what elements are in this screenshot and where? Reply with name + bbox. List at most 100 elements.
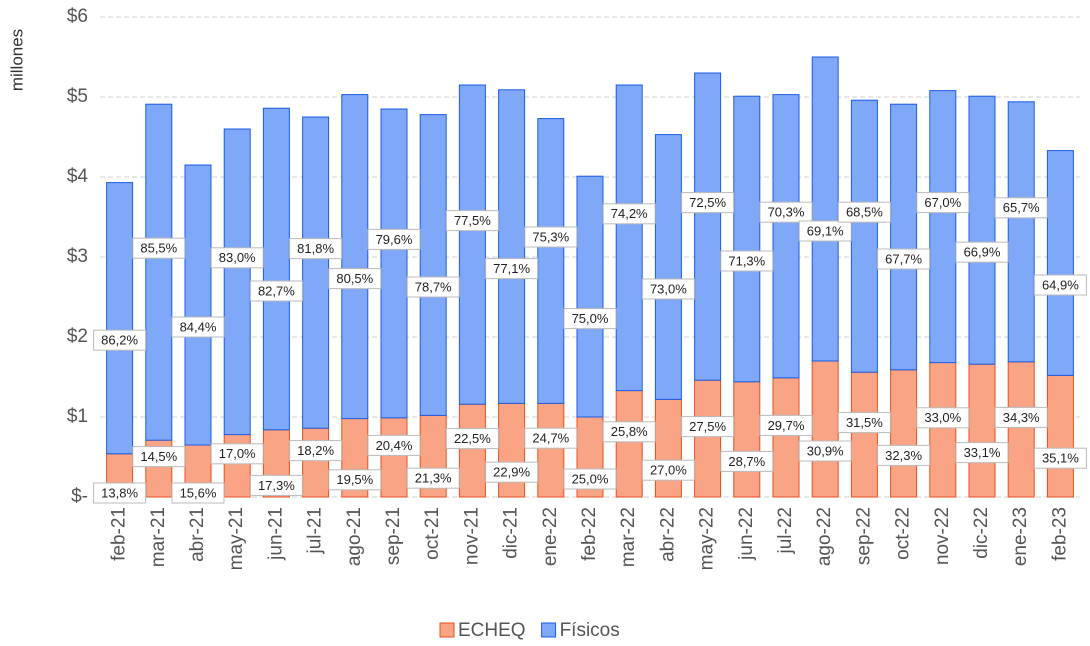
data-label-box xyxy=(289,238,343,260)
data-label-box xyxy=(445,428,499,450)
data-label-box xyxy=(524,427,578,449)
bar-segment xyxy=(106,182,134,455)
data-label-box xyxy=(367,434,421,456)
bar-segment xyxy=(772,94,800,379)
data-label: 84,4% xyxy=(180,319,217,334)
data-label: 32,3% xyxy=(885,448,922,463)
data-label: 27,0% xyxy=(650,463,687,478)
data-label-box xyxy=(406,276,460,298)
data-label-box xyxy=(367,228,421,250)
bar-segment xyxy=(850,371,878,498)
data-label: 20,4% xyxy=(376,438,413,453)
bar-segment xyxy=(223,128,251,436)
data-label-box xyxy=(289,440,343,462)
bar-segment xyxy=(302,427,330,498)
data-label-box xyxy=(877,248,931,270)
x-tick-label: feb-21 xyxy=(109,507,130,561)
x-tick-label: dic-22 xyxy=(971,507,992,559)
data-label-box xyxy=(524,226,578,248)
bar-segment xyxy=(537,402,565,498)
data-label: 27,5% xyxy=(689,419,726,434)
bar-segment xyxy=(1046,374,1074,498)
data-label-box xyxy=(798,220,852,242)
bar-segment xyxy=(733,381,761,498)
bar-segment xyxy=(694,379,722,498)
data-label: 31,5% xyxy=(846,415,883,430)
x-tick-label: mar-21 xyxy=(148,507,169,567)
x-tick-label: sep-21 xyxy=(383,507,404,565)
bar-segment xyxy=(654,398,682,498)
y-tick-label: $2 xyxy=(67,326,88,347)
bar-segment xyxy=(968,95,996,365)
data-label: 34,3% xyxy=(1003,410,1040,425)
data-label: 75,0% xyxy=(572,311,609,326)
data-label-box xyxy=(955,241,1009,263)
bar-segment xyxy=(694,72,722,381)
data-label: 25,0% xyxy=(572,471,609,486)
data-label-box xyxy=(406,467,460,489)
data-label-box xyxy=(720,450,774,472)
y-axis-label: millones xyxy=(7,29,26,91)
x-tick-label: abr-22 xyxy=(657,507,678,562)
bar-segment xyxy=(380,108,408,419)
data-label: 21,3% xyxy=(415,471,452,486)
data-label-box xyxy=(916,192,970,214)
bar-segment xyxy=(615,390,643,498)
bar-segment xyxy=(145,103,173,441)
data-label-box xyxy=(328,268,382,290)
data-label: 22,5% xyxy=(454,431,491,446)
bar-segment xyxy=(929,362,957,498)
data-label-box xyxy=(759,414,813,436)
data-label-box xyxy=(249,474,303,496)
bar-segment xyxy=(733,95,761,383)
data-label: 80,5% xyxy=(336,271,373,286)
bar-segment xyxy=(1007,101,1035,363)
data-label: 15,6% xyxy=(180,485,217,500)
data-label-box xyxy=(171,316,225,338)
legend-label: Físicos xyxy=(560,620,620,641)
data-label: 83,0% xyxy=(219,250,256,265)
data-label-box xyxy=(171,482,225,504)
data-label: 79,6% xyxy=(376,232,413,247)
x-tick-label: jun-22 xyxy=(736,507,757,561)
data-label-box xyxy=(994,406,1048,428)
data-label: 73,0% xyxy=(650,281,687,296)
bar-segment xyxy=(302,116,330,429)
data-label: 81,8% xyxy=(297,241,334,256)
bar-segment xyxy=(498,89,526,404)
data-label: 86,2% xyxy=(101,333,138,348)
data-label: 65,7% xyxy=(1003,200,1040,215)
data-label-box xyxy=(445,210,499,232)
data-label-box xyxy=(994,197,1048,219)
x-tick-label: jul-22 xyxy=(775,507,796,554)
data-label: 69,1% xyxy=(807,223,844,238)
data-label-box xyxy=(602,203,656,225)
bar-segment xyxy=(1007,361,1035,498)
legend-label: ECHEQ xyxy=(458,620,526,641)
data-label: 67,7% xyxy=(885,251,922,266)
data-label-box xyxy=(681,192,735,214)
bar-segment xyxy=(262,107,290,431)
data-label-box xyxy=(759,201,813,223)
data-label: 24,7% xyxy=(532,431,569,446)
data-label-box xyxy=(681,416,735,438)
data-label-box xyxy=(132,237,186,259)
bar-segment xyxy=(458,84,486,405)
data-label: 71,3% xyxy=(728,253,765,268)
bar-segment xyxy=(811,360,839,498)
bar-segment xyxy=(929,90,957,364)
data-label-box xyxy=(1033,447,1087,469)
data-label-box xyxy=(210,247,264,269)
data-label-box xyxy=(132,446,186,468)
x-tick-label: ago-21 xyxy=(344,507,365,566)
data-label: 85,5% xyxy=(140,241,177,256)
x-tick-label: may-22 xyxy=(697,507,718,570)
data-label-box xyxy=(1033,274,1087,296)
data-label: 70,3% xyxy=(768,205,805,220)
data-label: 14,5% xyxy=(140,449,177,464)
x-tick-label: ago-22 xyxy=(814,507,835,566)
data-label: 35,1% xyxy=(1042,451,1079,466)
bar-segment xyxy=(772,377,800,498)
bar-segment xyxy=(537,118,565,404)
